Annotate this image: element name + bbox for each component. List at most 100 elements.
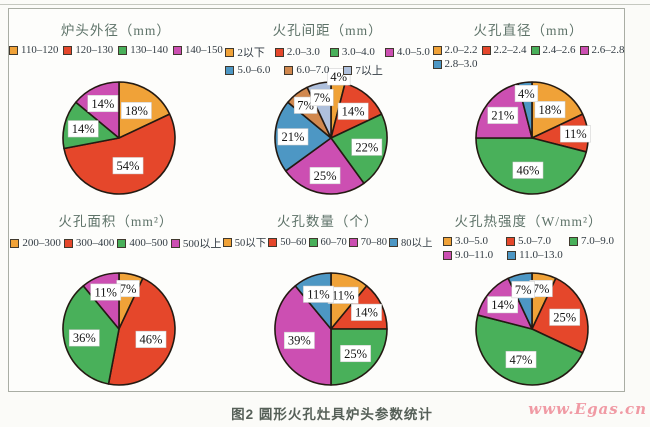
svg-text:21%: 21% — [491, 109, 514, 123]
legend-item: 2.2–2.4 — [481, 44, 527, 56]
svg-text:18%: 18% — [125, 104, 148, 118]
svg-text:14%: 14% — [355, 306, 378, 320]
chart-title: 火孔直径（mm） — [473, 23, 584, 38]
svg-text:22%: 22% — [355, 140, 378, 154]
slice-label: 7% — [528, 280, 553, 298]
legend-row: 5.0–6.0 6.0–7.0 7以上 — [225, 62, 383, 78]
legend-swatch — [170, 238, 180, 248]
svg-text:11%: 11% — [307, 288, 329, 302]
pie-chart-fire-hole-spacing: 火孔间距（mm） 2以下 2.0–3.0 3.0–4.0 4.0–5.0 5.0–6.0… — [223, 9, 433, 200]
legend-item: 2.8–3.0 — [432, 58, 478, 70]
legend-label: 300–400 — [75, 237, 115, 249]
chart-legend: 50以下 50–60 60–70 70–80 80以上 — [222, 235, 433, 250]
svg-text:25%: 25% — [344, 347, 367, 361]
slice-label: 4% — [514, 85, 538, 103]
legend-label: 130–140 — [130, 44, 168, 56]
slice-label: 14% — [67, 120, 99, 138]
legend-swatch — [225, 65, 235, 75]
legend-swatch — [172, 45, 182, 55]
chart-title: 火孔间距（mm） — [272, 23, 383, 38]
legend-swatch — [308, 238, 318, 247]
legend-label: 6.0–7.0 — [296, 64, 330, 76]
legend-item: 80以上 — [389, 235, 433, 250]
pie-svg: 4% 14% 22% 25% 21% 7%7% — [273, 68, 388, 195]
legend-item: 11.0–13.0 — [507, 249, 563, 261]
legend-item: 2.6–2.8 — [579, 44, 625, 56]
svg-text:46%: 46% — [139, 333, 162, 347]
chart-legend: 3.0–5.0 5.0–7.0 7.0–9.0 9.0–11.0 11.0–13.0 — [443, 235, 614, 261]
legend-swatch — [343, 65, 353, 75]
legend-swatch — [481, 45, 491, 55]
legend-item: 500以上 — [170, 235, 222, 251]
legend-swatch — [63, 238, 73, 248]
legend-row: 9.0–11.0 11.0–13.0 — [443, 249, 563, 261]
legend-row: 2以下 2.0–3.0 3.0–4.0 4.0–5.0 — [225, 44, 430, 60]
pie-chart-fire-hole-heat-intensity: 火孔热强度（W/mm²） 3.0–5.0 5.0–7.0 7.0–9.0 9.0–11… — [433, 200, 625, 391]
pie-chart-fire-hole-diameter: 火孔直径（mm） 2.0–2.2 2.2–2.4 2.4–2.6 2.6–2.8 2.8… — [432, 9, 625, 200]
legend-row: 200–300 300–400 400–500 500以上 — [10, 235, 221, 251]
legend-label: 7.0–9.0 — [581, 235, 615, 247]
slice-label: 47% — [505, 351, 536, 369]
slice-label: 18% — [534, 101, 565, 119]
legend-label: 4.0–5.0 — [396, 46, 430, 58]
legend-swatch — [348, 238, 358, 247]
svg-text:4%: 4% — [518, 87, 535, 101]
legend-item: 2.4–2.6 — [530, 44, 576, 56]
legend-swatch — [579, 45, 589, 55]
legend-swatch — [117, 238, 127, 248]
slice-label: 11% — [90, 283, 121, 301]
svg-text:11%: 11% — [564, 127, 586, 141]
legend-label: 2.0–3.0 — [286, 46, 320, 58]
slice-label: 11% — [327, 286, 359, 304]
slice-label: 21% — [486, 106, 518, 124]
legend-swatch — [507, 250, 517, 260]
chart-legend: 110–120 120–130 130–140 140–150 — [9, 44, 223, 56]
pie-slice — [284, 137, 365, 195]
legend-label: 500以上 — [182, 238, 222, 250]
slice-label: 22% — [351, 138, 382, 156]
legend-swatch — [268, 238, 278, 247]
legend-item: 5.0–7.0 — [506, 235, 551, 247]
slice-label: 18% — [120, 102, 152, 120]
chart-title: 火孔数量（个） — [276, 214, 379, 229]
svg-text:21%: 21% — [281, 130, 304, 144]
legend-label: 70–80 — [360, 237, 388, 248]
legend-item: 2.0–2.2 — [432, 44, 478, 56]
slice-label: 39% — [283, 331, 315, 349]
legend-swatch — [222, 238, 232, 247]
slice-label: 46% — [512, 161, 543, 179]
svg-text:4%: 4% — [330, 70, 347, 84]
legend-swatch — [506, 236, 516, 246]
legend-item: 60–70 — [308, 235, 347, 250]
legend-swatch — [9, 45, 18, 55]
legend-swatch — [443, 236, 453, 246]
slice-label: 7% — [309, 89, 334, 107]
slice-label: 46% — [135, 330, 167, 348]
svg-text:25%: 25% — [313, 169, 336, 183]
legend-label: 60–70 — [320, 237, 347, 248]
legend-label: 3.0–5.0 — [455, 235, 489, 247]
legend-label: 2.6–2.8 — [591, 44, 625, 56]
svg-text:7%: 7% — [297, 99, 314, 113]
svg-text:54%: 54% — [116, 159, 139, 173]
legend-item: 130–140 — [118, 44, 168, 56]
svg-text:14%: 14% — [91, 97, 114, 111]
legend-item: 50–60 — [268, 235, 307, 250]
legend-label: 50–60 — [280, 237, 307, 248]
chart-legend: 2以下 2.0–3.0 3.0–4.0 4.0–5.0 5.0–6.0 6.0–7.0 7以… — [225, 44, 430, 78]
watermark-text: www.Egas.cn — [528, 400, 647, 418]
pie-svg: 7%25%47%14%7% — [474, 272, 589, 386]
legend-item: 140–150 — [172, 44, 223, 56]
svg-text:7%: 7% — [313, 91, 330, 105]
figure-caption: 图2 圆形火孔灶具炉头参数统计 — [231, 407, 433, 422]
legend-swatch — [284, 65, 294, 75]
svg-text:7%: 7% — [532, 282, 549, 296]
pie-chart-fire-hole-count: 火孔数量（个） 50以下 50–60 60–70 70–80 80以上 11% 14% 25… — [222, 200, 433, 391]
pie-svg: 18% 11% 46% 21% 4% — [474, 81, 591, 195]
legend-item: 300–400 — [63, 235, 115, 251]
legend-label: 2.0–2.2 — [444, 44, 478, 56]
legend-label: 2.8–3.0 — [444, 58, 478, 70]
pie-svg: 11% 14% 25% 39% 11% — [273, 272, 388, 386]
legend-label: 3.0–4.0 — [341, 46, 375, 58]
svg-text:25%: 25% — [553, 311, 576, 325]
